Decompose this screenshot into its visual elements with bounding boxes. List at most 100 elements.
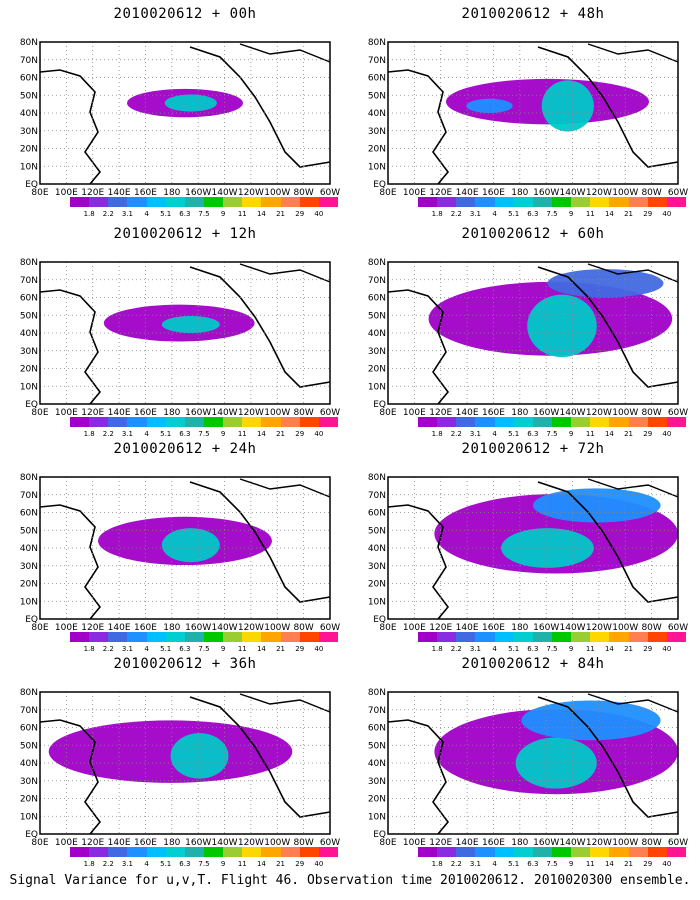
lon-label: 60W bbox=[320, 838, 340, 848]
lat-label: 30N bbox=[368, 127, 386, 137]
lat-label: 80N bbox=[368, 688, 386, 698]
colorbar-tick: 5.1 bbox=[508, 210, 520, 218]
lon-label: 180 bbox=[163, 838, 180, 848]
lat-label: 10N bbox=[20, 382, 38, 392]
lon-label: 180 bbox=[511, 188, 528, 198]
lon-label: 100W bbox=[612, 408, 638, 418]
colorbar-swatch bbox=[609, 847, 630, 857]
colorbar-tick: 1.8 bbox=[431, 210, 443, 218]
lat-label: 60N bbox=[368, 294, 386, 304]
map-frame bbox=[39, 261, 331, 405]
lat-label: 80N bbox=[368, 38, 386, 48]
colorbar-tick: 40 bbox=[314, 645, 324, 653]
colorbar: 1.8 2.2 3.1 4 5.1 6.3 7.5 9 11 14 21 29 40 bbox=[418, 417, 687, 447]
colorbar-swatch bbox=[647, 197, 668, 207]
colorbar-swatch bbox=[571, 417, 591, 427]
lon-label: 60W bbox=[668, 623, 688, 633]
lon-label: 80E bbox=[379, 838, 396, 848]
lon-label: 80E bbox=[379, 408, 396, 418]
colorbar-swatch bbox=[666, 197, 687, 207]
colorbar-tick: 6.3 bbox=[527, 430, 539, 438]
lon-label: 100W bbox=[612, 188, 638, 198]
colorbar-swatch bbox=[318, 197, 339, 207]
lat-label: 20N bbox=[20, 145, 38, 155]
colorbar-swatch bbox=[475, 847, 496, 857]
panel-00h: 2010020612 + 00h 80N 70N 60N 50N 40N 30N 20N 10… bbox=[20, 6, 350, 221]
colorbar-tick: 4 bbox=[492, 860, 497, 868]
colorbar-tick: 14 bbox=[604, 645, 614, 653]
lat-label: 50N bbox=[20, 741, 38, 751]
colorbar-swatch bbox=[223, 847, 243, 857]
lon-label: 140W bbox=[212, 188, 238, 198]
lat-label: 10N bbox=[368, 812, 386, 822]
colorbar-swatch bbox=[609, 197, 630, 207]
lon-label: 100E bbox=[55, 408, 78, 418]
colorbar-swatch bbox=[280, 632, 301, 642]
map-frame bbox=[387, 476, 679, 620]
colorbar-swatch bbox=[223, 417, 243, 427]
lon-label: 160W bbox=[185, 838, 211, 848]
colorbar-swatch bbox=[513, 847, 534, 857]
colorbar-swatch bbox=[261, 632, 282, 642]
colorbar-swatch bbox=[299, 847, 320, 857]
lat-label: 30N bbox=[20, 777, 38, 787]
map: 80N 70N 60N 50N 40N 30N 20N 10N EQ 80E 100E 120E 140… bbox=[20, 467, 350, 657]
colorbar-swatch bbox=[418, 847, 438, 857]
colorbar-tick: 1.8 bbox=[83, 645, 95, 653]
colorbar-tick: 7.5 bbox=[546, 430, 558, 438]
map: 80N 70N 60N 50N 40N 30N 20N 10N EQ 80E 100E 120E 140… bbox=[20, 32, 350, 222]
colorbar-tick: 1.8 bbox=[83, 860, 95, 868]
colorbar-swatch bbox=[89, 197, 109, 207]
lon-label: 80W bbox=[641, 408, 661, 418]
lon-label: 160W bbox=[533, 408, 559, 418]
colorbar: 1.8 2.2 3.1 4 5.1 6.3 7.5 9 11 14 21 29 40 bbox=[418, 197, 687, 227]
coastline-north-america bbox=[537, 481, 679, 603]
colorbar-tick: 4 bbox=[144, 645, 149, 653]
map: 80N 70N 60N 50N 40N 30N 20N 10N EQ 80E 100E 120E 140… bbox=[368, 252, 698, 442]
lat-label: 70N bbox=[368, 491, 386, 501]
colorbar-swatch bbox=[609, 632, 630, 642]
figure-caption: Signal Variance for u,v,T. Flight 46. Ob… bbox=[9, 873, 691, 888]
colorbar-swatch bbox=[571, 847, 591, 857]
lat-label: 30N bbox=[368, 777, 386, 787]
colorbar-swatch bbox=[532, 632, 553, 642]
lon-label: 60W bbox=[320, 623, 340, 633]
colorbar-swatch bbox=[532, 847, 553, 857]
colorbar-tick: 5.1 bbox=[508, 430, 520, 438]
colorbar-tick: 11 bbox=[237, 210, 247, 218]
variance-region bbox=[501, 528, 594, 568]
lon-label: 100W bbox=[264, 408, 290, 418]
lon-label: 60W bbox=[320, 408, 340, 418]
coastline-asia bbox=[39, 69, 102, 185]
colorbar-tick: 3.1 bbox=[469, 860, 481, 868]
panel-12h: 2010020612 + 12h 80N 70N 60N 50N 40N 30N 20N 10… bbox=[20, 226, 350, 441]
colorbar-swatch bbox=[146, 417, 167, 427]
variance-region bbox=[547, 269, 664, 298]
colorbar-swatch bbox=[475, 197, 496, 207]
colorbar-swatch bbox=[494, 847, 515, 857]
lat-label: 20N bbox=[368, 145, 386, 155]
coastline-arctic bbox=[587, 263, 679, 283]
panel-title: 2010020612 + 12h bbox=[113, 226, 257, 242]
lon-label: 100W bbox=[264, 623, 290, 633]
colorbar-swatch bbox=[89, 632, 109, 642]
lat-label: EQ bbox=[25, 180, 38, 190]
colorbar: 1.8 2.2 3.1 4 5.1 6.3 7.5 9 11 14 21 29 40 bbox=[70, 417, 339, 447]
colorbar-tick: 1.8 bbox=[83, 430, 95, 438]
lon-label: 80W bbox=[293, 838, 313, 848]
colorbar-tick: 14 bbox=[604, 430, 614, 438]
lon-label: 140W bbox=[560, 408, 586, 418]
colorbar-tick: 4 bbox=[492, 210, 497, 218]
colorbar-swatch bbox=[437, 847, 457, 857]
lat-label: 30N bbox=[368, 562, 386, 572]
panel-title: 2010020612 + 24h bbox=[113, 441, 257, 457]
colorbar-tick: 21 bbox=[624, 860, 634, 868]
colorbar-swatch bbox=[456, 847, 476, 857]
colorbar-tick: 3.1 bbox=[469, 645, 481, 653]
map: 80N 70N 60N 50N 40N 30N 20N 10N EQ 80E 100E 120E 140… bbox=[368, 682, 698, 872]
panel-title: 2010020612 + 84h bbox=[461, 656, 605, 672]
lat-label: 60N bbox=[20, 724, 38, 734]
lat-label: 30N bbox=[20, 562, 38, 572]
colorbar-tick: 2.2 bbox=[102, 645, 114, 653]
colorbar-swatch bbox=[318, 632, 339, 642]
